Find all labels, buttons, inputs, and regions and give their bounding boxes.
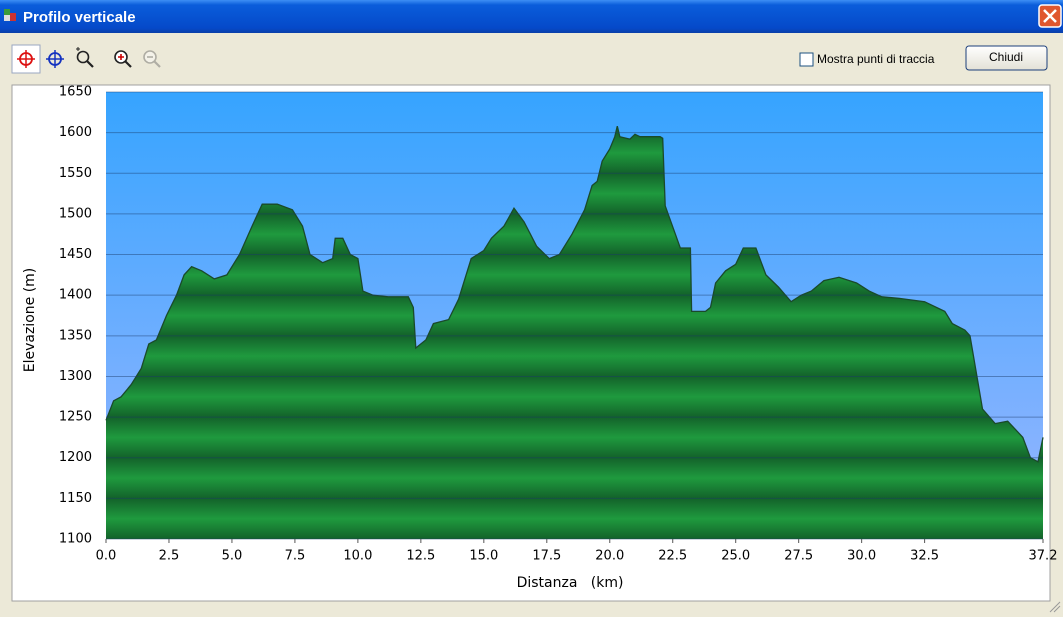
x-tick-label: 30.0	[847, 549, 876, 564]
y-tick-label: 1250	[59, 410, 92, 425]
y-tick-label: 1450	[59, 247, 92, 262]
y-axis-title: Elevazione (m)	[22, 268, 38, 373]
checkbox-label[interactable]: Mostra punti di traccia	[817, 52, 935, 66]
x-tick-label: 5.0	[222, 549, 243, 564]
title-bar	[0, 0, 1063, 33]
x-tick-label: 32.5	[910, 549, 939, 564]
y-tick-label: 1400	[59, 288, 92, 303]
x-tick-label: 0.0	[96, 549, 117, 564]
area-fill	[106, 126, 1043, 539]
checkbox[interactable]	[799, 52, 814, 67]
y-tick-label: 1350	[59, 328, 92, 343]
y-tick-label: 1550	[59, 166, 92, 181]
elevation-line	[105, 125, 1044, 463]
x-tick-label: 15.0	[469, 549, 498, 564]
y-tick-label: 1600	[59, 125, 92, 140]
x-tick-label: 12.5	[406, 549, 435, 564]
x-tick-label: 25.0	[721, 549, 750, 564]
x-tick-label: 37.2	[1029, 549, 1058, 564]
tool-zoom-out[interactable]	[143, 50, 161, 68]
x-tick-label: 22.5	[658, 549, 687, 564]
close-button[interactable]	[1038, 4, 1062, 28]
close-dialog-button[interactable]	[965, 45, 1048, 71]
tool-zoom-in[interactable]	[114, 50, 132, 68]
x-tick-label: 10.0	[343, 549, 372, 564]
y-tick-label: 1100	[59, 532, 92, 547]
window-title: Profilo verticale	[23, 9, 136, 26]
tool-crosshair-red[interactable]	[11, 44, 41, 74]
x-tick-label: 7.5	[285, 549, 306, 564]
y-tick-label: 1200	[59, 450, 92, 465]
x-tick-label: 17.5	[532, 549, 561, 564]
y-tick-label: 1300	[59, 369, 92, 384]
y-tick-label: 1150	[59, 491, 92, 506]
y-tick-label: 1500	[59, 206, 92, 221]
x-axis-title: Distanza (km)	[517, 575, 624, 591]
x-tick-label: 27.5	[784, 549, 813, 564]
x-tick-label: 2.5	[159, 549, 180, 564]
y-tick-label: 1650	[59, 85, 92, 100]
tool-crosshair-blue[interactable]	[46, 50, 64, 68]
app-icon	[4, 9, 16, 21]
tool-zoom-box[interactable]	[76, 47, 94, 68]
plot-area: 1100 1150 1200 1250 1300 1350 1400 1450 1500 1550…	[59, 85, 1058, 564]
x-tick-label: 20.0	[595, 549, 624, 564]
button-label[interactable]: Chiudi	[989, 50, 1023, 64]
resize-grip[interactable]	[1049, 601, 1061, 613]
